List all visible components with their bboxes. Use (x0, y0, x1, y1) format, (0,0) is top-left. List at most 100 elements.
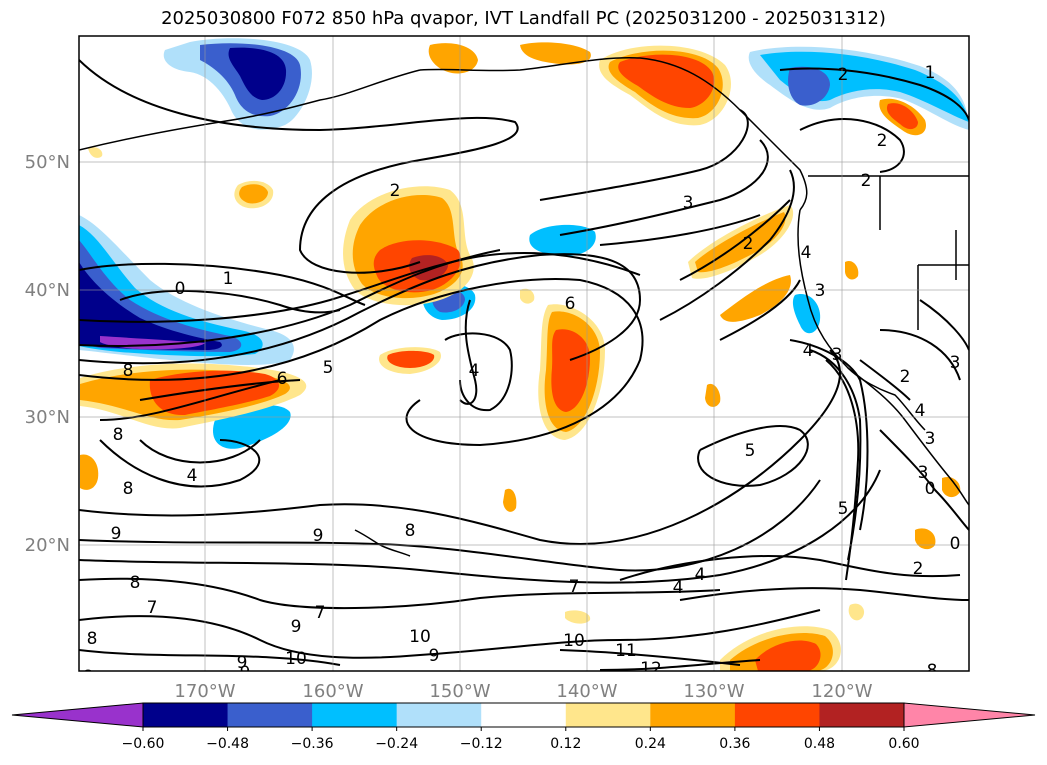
lat-tick-label: 50°N (25, 152, 70, 173)
contour-label: 2 (877, 131, 888, 151)
coastline-baja (847, 367, 926, 431)
contour-line (679, 199, 791, 281)
contour-line (79, 479, 821, 572)
contour-line (79, 59, 519, 274)
contour-line (825, 359, 860, 581)
chart-title: 2025030800 F072 850 hPa qvapor, IVT Land… (161, 8, 886, 29)
colorbar-tick-label: −0.60 (122, 736, 165, 752)
colorbar-bin (819, 703, 905, 727)
colorbar-tick-label: 0.60 (888, 736, 919, 752)
contour-label: 10 (285, 649, 307, 669)
shade-pos-box1-core (387, 350, 435, 368)
contour-line (79, 649, 341, 666)
contour-label: 8 (113, 425, 124, 445)
contour-line (444, 332, 513, 412)
contour-label: 2 (390, 181, 401, 201)
contour-line (79, 253, 642, 365)
contour-label: 8 (405, 521, 416, 541)
colorbar-tick-label: 0.24 (635, 736, 666, 752)
colorbar-extend-low (11, 702, 144, 728)
coastlines (79, 56, 969, 557)
colorbar-bin (312, 703, 398, 727)
contour-label: 9 (237, 653, 248, 673)
contour-label: 2 (900, 367, 911, 387)
shade-pos-small4 (80, 454, 99, 490)
contour-label: 2 (743, 234, 754, 254)
contour-label: 8 (83, 667, 94, 687)
coastline-aleutians (79, 69, 421, 151)
contour-label: 8 (130, 573, 141, 593)
contour-label: 12 (640, 659, 662, 679)
contour-label: 9 (313, 526, 324, 546)
contour-line (879, 429, 969, 531)
contour-label: 9 (240, 663, 251, 683)
lon-tick-label: 160°W (302, 681, 363, 702)
contour-line (79, 278, 644, 447)
contour-label: 3 (918, 463, 929, 483)
contour-label: 6 (565, 294, 576, 314)
colorbar-bin (565, 703, 651, 727)
contour-label: 4 (915, 401, 926, 421)
contour-label: 1 (925, 63, 936, 83)
contour-line (779, 67, 969, 121)
lat-tick-label: 40°N (25, 280, 70, 301)
contour-label: 6 (277, 369, 288, 389)
contour-label: 0 (925, 479, 936, 499)
lat-tick-label: 20°N (25, 535, 70, 556)
lon-tick-label: 170°W (174, 681, 235, 702)
coastline-alaska (419, 56, 808, 211)
shade-pos-ne-core (886, 103, 918, 130)
border-us-states (879, 176, 969, 330)
contour-label: 5 (838, 499, 849, 519)
contour-label: 4 (801, 243, 812, 263)
contour-line (599, 214, 761, 246)
contour-label: 3 (683, 193, 694, 213)
lon-tick-label: 140°W (556, 681, 617, 702)
contour-label: 3 (832, 345, 843, 365)
contour-label: 10 (409, 627, 431, 647)
contour-label: 4 (673, 578, 684, 598)
colorbar-tick-label: −0.36 (291, 736, 334, 752)
contour-label: 2 (913, 559, 924, 579)
contour-line (79, 252, 641, 323)
gridlines (79, 36, 969, 671)
contour-label: 4 (695, 565, 706, 585)
map-frame (78, 35, 970, 672)
colorbar-bin (396, 703, 482, 727)
contour-line (79, 577, 721, 610)
contour-label: 7 (147, 598, 158, 618)
colorbar-bin (481, 703, 567, 727)
contour-label: 3 (815, 281, 826, 301)
shade-pos-small6 (845, 260, 859, 280)
contour-line (919, 299, 969, 351)
contour-line (119, 289, 341, 314)
contour-label: 0 (950, 534, 961, 554)
lon-tick-label: 120°W (811, 681, 872, 702)
longitude-labels: 170°W 160°W 150°W 140°W 130°W 120°W (174, 681, 872, 702)
colorbar-tick-label: 0.12 (550, 736, 581, 752)
contour-label: 1 (223, 269, 234, 289)
colorbar-extend-high (903, 702, 1036, 728)
contour-line (79, 249, 501, 347)
shade-pos-se (848, 603, 865, 621)
shade-n140-neg (529, 224, 596, 257)
contour-line (619, 555, 961, 581)
contour-line (809, 349, 862, 561)
contour-line (789, 339, 869, 531)
shade-pos-small8 (942, 476, 961, 498)
colorbar-tick-label: −0.48 (206, 736, 249, 752)
colorbar: −0.60 −0.48 −0.36 −0.24 −0.12 0.12 0.24 0.36 0.4… (11, 702, 1036, 752)
colorbar-tick-label: −0.24 (375, 736, 418, 752)
latitude-labels: 50°N 40°N 30°N 20°N (25, 152, 70, 556)
colorbar-tick-label: 0.36 (719, 736, 750, 752)
contour-line (139, 379, 301, 401)
contour-label: 4 (469, 361, 480, 381)
shade-pos-small11 (520, 288, 535, 304)
colorbar-bin (650, 703, 736, 727)
shade-pos-mid-core (551, 329, 590, 412)
colorbar-bin (734, 703, 820, 727)
colorbar-bin (227, 703, 313, 727)
